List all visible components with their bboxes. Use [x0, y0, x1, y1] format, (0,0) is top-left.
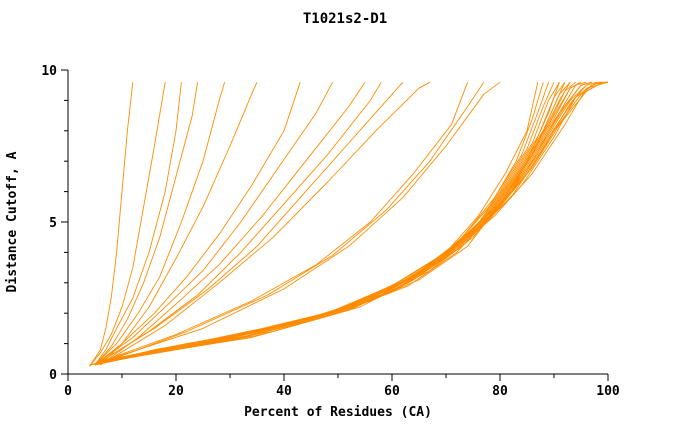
series-line: [89, 82, 134, 367]
series-line: [100, 81, 582, 364]
y-tick-label: 5: [49, 216, 57, 231]
series-line: [89, 82, 166, 367]
series-line: [89, 82, 560, 366]
series-lines: [89, 81, 609, 367]
x-tick-label: 60: [384, 384, 400, 399]
series-line: [100, 82, 258, 366]
x-tick-label: 80: [492, 384, 508, 399]
y-axis-label: Distance Cutoff, A: [5, 151, 20, 292]
series-line: [111, 81, 609, 361]
series-line: [94, 81, 571, 366]
series-line: [100, 81, 587, 363]
series-line: [100, 81, 366, 366]
series-line: [100, 81, 592, 364]
x-tick-label: 0: [64, 384, 72, 399]
series-line: [105, 81, 431, 363]
series-line: [94, 82, 301, 366]
series-line: [94, 82, 199, 366]
series-line: [94, 82, 182, 366]
series-line: [105, 81, 485, 363]
series-line: [94, 82, 226, 366]
series-line: [100, 81, 404, 363]
x-tick-label: 100: [596, 384, 620, 399]
series-line: [105, 81, 592, 363]
x-tick-label: 40: [276, 384, 292, 399]
chart-title: T1021s2-D1: [303, 11, 387, 27]
series-line: [94, 81, 333, 366]
series-line: [94, 82, 566, 366]
x-axis-label: Percent of Residues (CA): [244, 405, 432, 420]
series-line: [94, 81, 566, 364]
axes: 0 20 40 60 80 100 0 5 10: [41, 64, 620, 399]
x-tick-label: 20: [168, 384, 184, 399]
series-line: [100, 82, 469, 363]
y-tick-label: 0: [49, 368, 57, 383]
y-tick-label: 10: [41, 64, 57, 79]
series-line: [100, 81, 382, 363]
series-line: [105, 81, 501, 361]
